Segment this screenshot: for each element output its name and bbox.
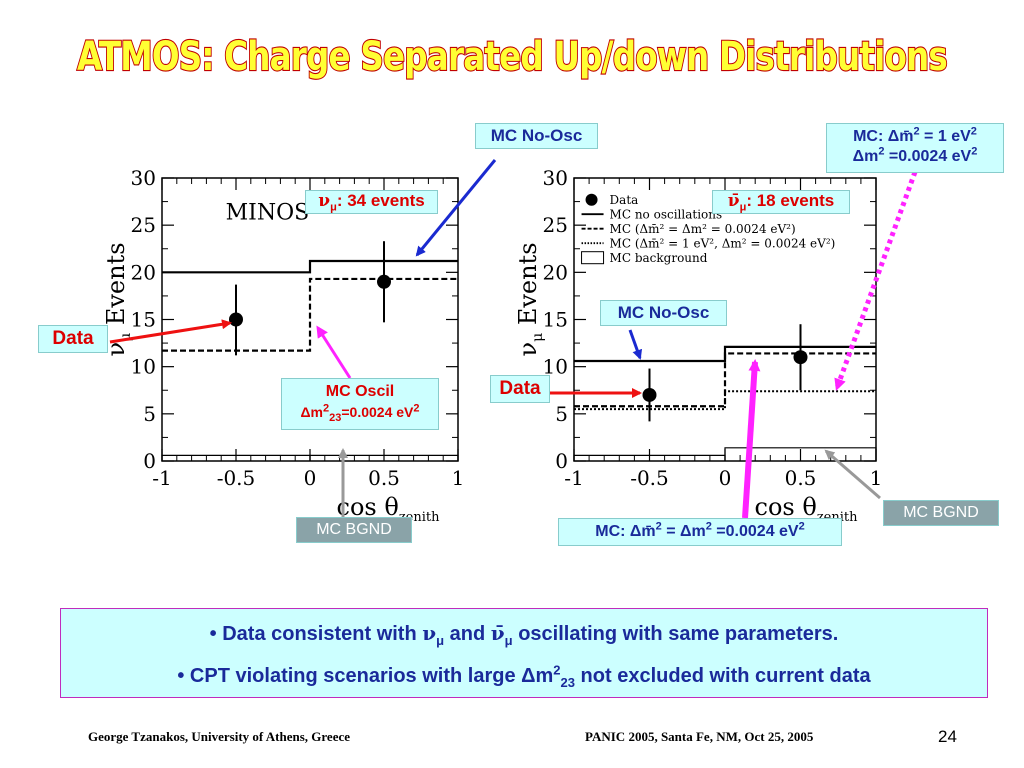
y-tick-label: 5 [555, 402, 568, 426]
x-tick-label: 0 [304, 466, 317, 490]
arrow-mc-oscil-left [316, 325, 352, 379]
minos-label: MINOS [226, 201, 310, 226]
y-tick-label: 30 [543, 166, 568, 190]
arrow-mc-no-osc-right [628, 329, 643, 360]
footer-conference: PANIC 2005, Santa Fe, NM, Oct 25, 2005 [585, 729, 814, 744]
x-tick-label: 0 [719, 466, 732, 490]
arrow-mc-equal-right [742, 359, 761, 519]
x-tick-label: -1 [152, 466, 171, 490]
legend-entry: MC (Δm̄² = 1 eV², Δm² = 0.0024 eV²) [610, 237, 836, 251]
summary-bullet-2: • CPT violating scenarios with large Δm2… [177, 662, 871, 690]
nubar-symbol: ν̄ [727, 191, 740, 211]
x-tick-label: -1 [564, 466, 583, 490]
arrow-mc-bgnd-right [824, 449, 881, 500]
summary-bullet-1: • Data consistent with νμ and ν̄μ oscill… [209, 621, 839, 648]
y-tick-label: 30 [131, 166, 156, 190]
data-point [229, 312, 243, 327]
y-axis-label-tail: Events [514, 242, 542, 332]
legend-entry: MC background [610, 251, 708, 265]
legend-entry: MC (Δm̄² = Δm² = 0.0024 eV²) [610, 222, 796, 236]
mc-background-bin [724, 447, 877, 461]
mc-large-label: MC: Δm̄2 = 1 eV2 Δm2 =0.0024 eV2 [826, 123, 1004, 173]
mc-background-bin [309, 454, 459, 461]
mc-equal-label: MC: Δm̄2 = Δm2 =0.0024 eV2 [558, 518, 842, 546]
legend-box [581, 251, 605, 265]
y-tick-label: 10 [131, 355, 156, 379]
data-label-right: Data [490, 375, 550, 403]
x-axis-label: cos θzenith [337, 493, 441, 525]
y-tick-label: 20 [131, 260, 156, 284]
legend-entry: Data [610, 193, 639, 207]
x-tick-label: 1 [870, 466, 883, 490]
x-tick-label: 0.5 [368, 466, 400, 490]
x-tick-label: 1 [452, 466, 465, 490]
x-tick-label: -0.5 [630, 466, 669, 490]
slide-title: ATMOS: Charge Separated Up/down Distribu… [76, 33, 949, 81]
data-point [642, 387, 657, 402]
y-tick-label: 10 [543, 355, 568, 379]
y-axis-label-symbol: ν [102, 342, 130, 357]
y-tick-label: 20 [543, 260, 568, 284]
y-tick-label: 25 [131, 213, 156, 237]
y-tick-label: 15 [543, 308, 568, 332]
arrow-data-left [109, 319, 232, 344]
page-number: 24 [938, 727, 957, 746]
mc-no-osc-label-right: MC No-Osc [600, 300, 727, 326]
y-tick-label: 15 [131, 308, 156, 332]
mc-oscil-large-line [574, 390, 876, 411]
data-label-left: Data [38, 325, 108, 353]
mc-bgnd-label-left: MC BGND [296, 517, 412, 543]
y-axis-label: νμ Events [102, 242, 134, 356]
y-axis-label: νμ Events [514, 242, 546, 356]
data-point [377, 274, 391, 289]
y-tick-label: 5 [143, 402, 156, 426]
events-label-left: νμ: 34 events [305, 190, 438, 214]
legend-marker [585, 193, 598, 206]
footer-author: George Tzanakos, University of Athens, G… [88, 729, 351, 744]
mc-no-osc-label-top: MC No-Osc [475, 123, 598, 149]
x-axis-label-main: cos θ [337, 493, 399, 521]
mc-oscil-label: MC Oscil Δm223=0.0024 eV2 [281, 378, 439, 430]
y-axis-label-symbol: ν [514, 342, 542, 357]
events-label-right: ν̄μ: 18 events [712, 190, 850, 214]
y-axis-label-sub: μ [530, 333, 546, 342]
arrow-mc-large-right [834, 171, 918, 391]
nu-symbol: ν [318, 191, 331, 211]
y-axis-label-sub: μ [118, 333, 134, 342]
x-tick-label: 0.5 [785, 466, 817, 490]
summary-box: • Data consistent with νμ and ν̄μ oscill… [60, 608, 988, 698]
data-point [793, 350, 808, 365]
legend-entry: MC no oscillations [610, 208, 723, 222]
arrow-mc-no-osc-left [415, 159, 497, 257]
slide-title-text: ATMOS: Charge Separated Up/down Distribu… [77, 34, 947, 80]
x-tick-label: -0.5 [217, 466, 256, 490]
y-tick-label: 0 [555, 449, 568, 473]
y-tick-label: 25 [543, 213, 568, 237]
y-axis-label-tail: Events [102, 242, 130, 332]
mc-bgnd-label-right: MC BGND [883, 500, 999, 526]
y-tick-label: 0 [143, 449, 156, 473]
x-axis-label-main: cos θ [755, 493, 817, 521]
